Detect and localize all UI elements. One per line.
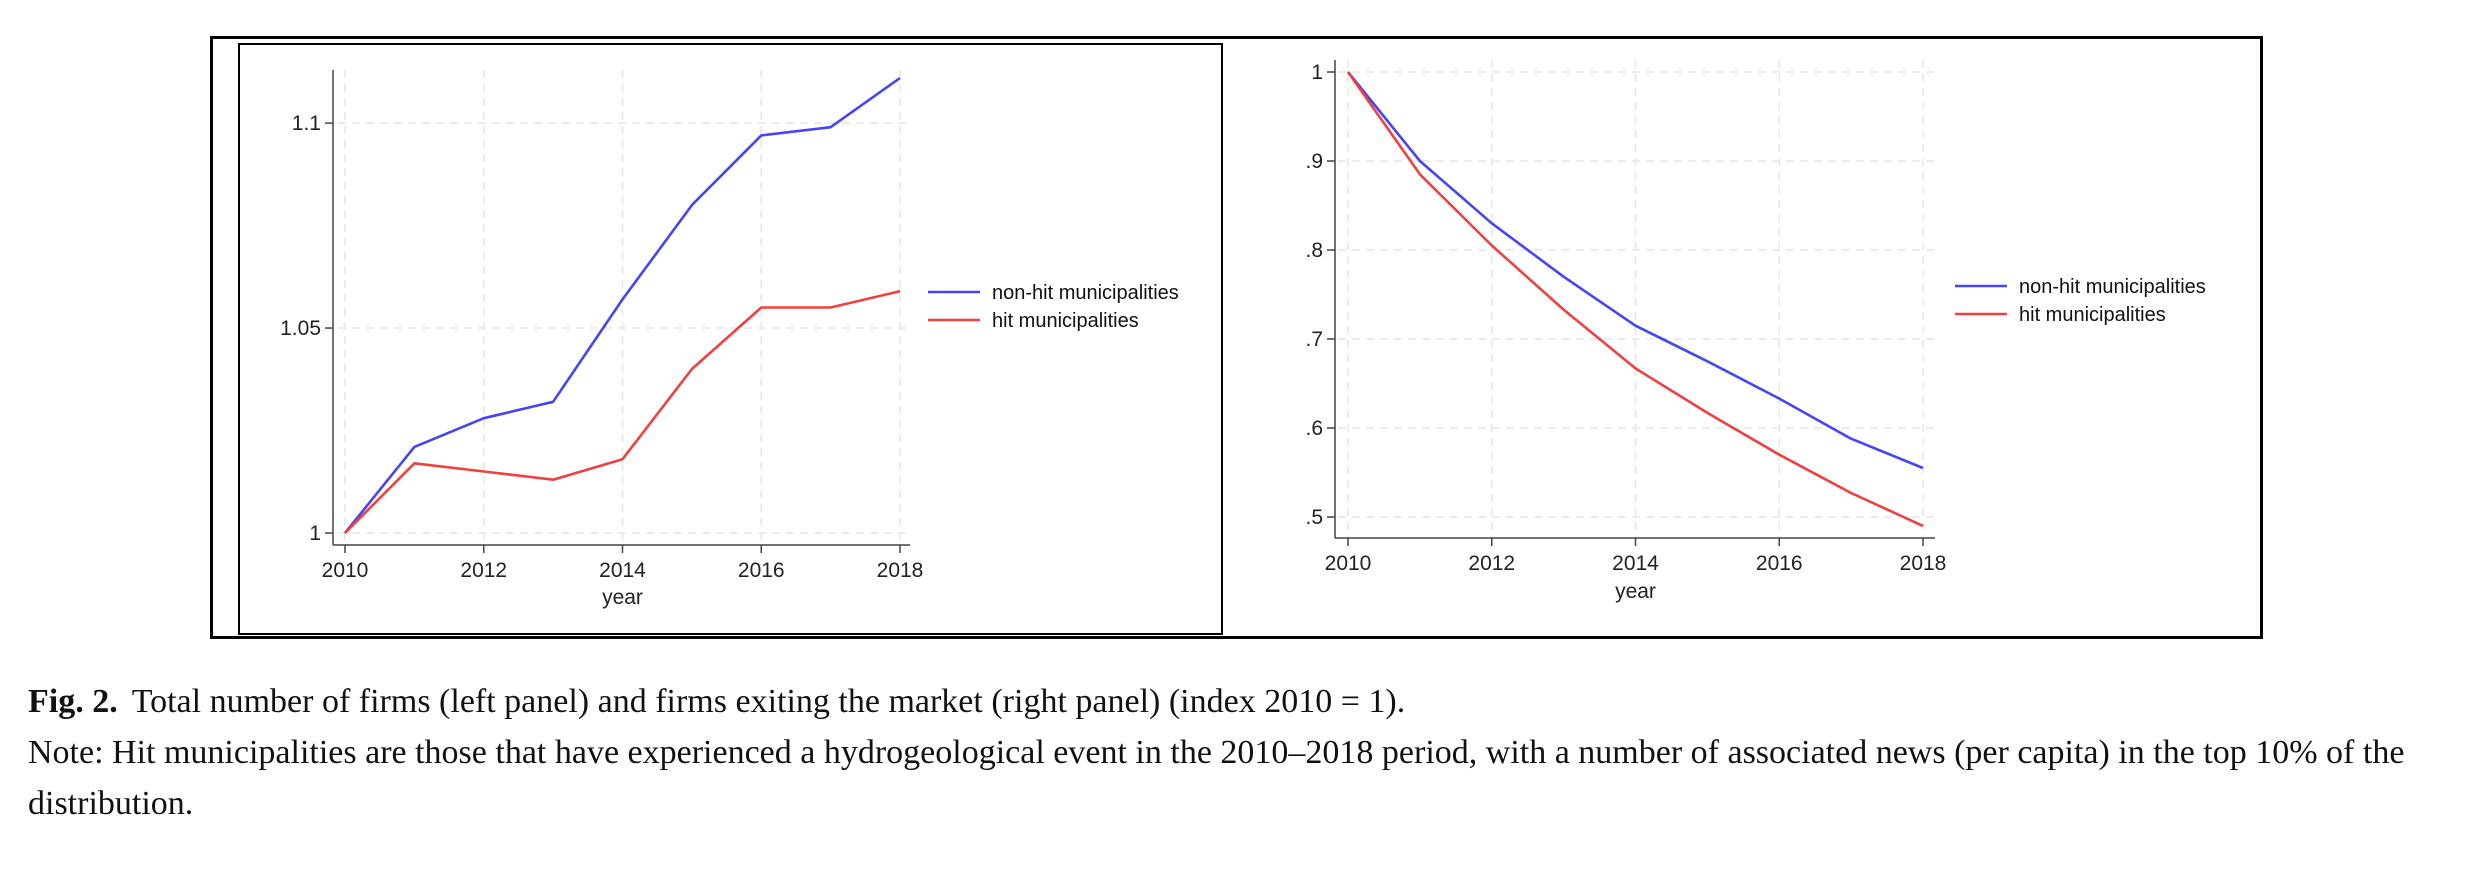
x-tick-label: 2010	[322, 559, 369, 582]
x-tick-label: 2018	[877, 559, 924, 582]
figure-title: Total number of firms (left panel) and f…	[131, 683, 1406, 720]
y-tick-label: 1	[309, 522, 321, 545]
y-tick-label: .7	[1305, 328, 1323, 351]
series-line-non-hit	[343, 76, 901, 534]
figure-caption: Fig. 2. Total number of firms (left panel…	[28, 676, 2458, 829]
series-line-hit	[1346, 71, 1924, 528]
x-axis-title: year	[602, 586, 643, 609]
x-axis-title: year	[1615, 580, 1656, 603]
legend-label: hit municipalities	[992, 310, 1139, 332]
x-tick-label: 2014	[1612, 552, 1659, 575]
x-tick-label: 2018	[1900, 552, 1947, 575]
x-tick-label: 2012	[460, 559, 507, 582]
figure-label: Fig. 2.	[28, 683, 118, 720]
x-tick-label: 2016	[1756, 552, 1803, 575]
y-tick-label: .6	[1305, 417, 1323, 440]
x-tick-label: 2016	[738, 559, 785, 582]
series-line-non-hit	[1346, 71, 1924, 470]
y-tick-label: 1.05	[280, 317, 321, 340]
legend-label: non-hit municipalities	[2019, 276, 2206, 298]
y-tick-label: .9	[1305, 150, 1323, 173]
x-tick-label: 2012	[1468, 552, 1515, 575]
left-panel-frame	[238, 43, 1223, 635]
x-tick-label: 2010	[1325, 552, 1372, 575]
series-line-hit	[344, 289, 901, 534]
legend-label: hit municipalities	[2019, 304, 2166, 326]
y-tick-label: 1	[1311, 61, 1323, 84]
x-tick-label: 2014	[599, 559, 646, 582]
figure-note: Note: Hit municipalities are those that …	[28, 734, 2405, 822]
y-tick-label: .5	[1305, 506, 1323, 529]
legend-label: non-hit municipalities	[992, 282, 1179, 304]
y-tick-label: 1.1	[292, 112, 321, 135]
y-tick-label: .8	[1305, 239, 1323, 262]
